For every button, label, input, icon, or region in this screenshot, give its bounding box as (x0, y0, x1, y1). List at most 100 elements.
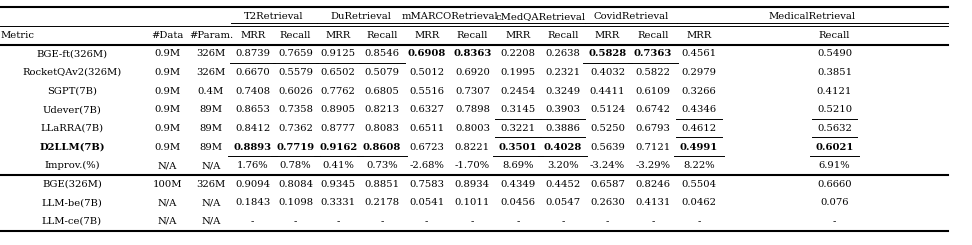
Text: 0.8934: 0.8934 (455, 180, 490, 189)
Text: -: - (651, 217, 655, 226)
Text: 0.7363: 0.7363 (634, 49, 673, 58)
Text: 0.3331: 0.3331 (321, 198, 356, 207)
Text: 0.9345: 0.9345 (321, 180, 356, 189)
Text: 0.5079: 0.5079 (364, 68, 399, 77)
Text: 0.2638: 0.2638 (545, 49, 580, 58)
Text: Recall: Recall (457, 31, 488, 40)
Text: 3.20%: 3.20% (547, 161, 578, 170)
Text: 0.3886: 0.3886 (545, 124, 580, 133)
Text: -: - (336, 217, 340, 226)
Text: 0.8084: 0.8084 (278, 180, 313, 189)
Text: 100M: 100M (153, 180, 182, 189)
Text: 0.9M: 0.9M (155, 124, 180, 133)
Text: DuRetrieval: DuRetrieval (330, 12, 391, 21)
Text: 89M: 89M (199, 143, 223, 151)
Text: 0.8893: 0.8893 (233, 143, 272, 151)
Text: 0.2208: 0.2208 (501, 49, 536, 58)
Text: 0.8546: 0.8546 (364, 49, 399, 58)
Text: 0.1098: 0.1098 (278, 198, 313, 207)
Text: Metric: Metric (0, 31, 34, 40)
Text: MRR: MRR (240, 31, 265, 40)
Text: 6.91%: 6.91% (818, 161, 850, 170)
Text: 0.5490: 0.5490 (816, 49, 852, 58)
Text: 0.4452: 0.4452 (545, 180, 580, 189)
Text: MRR: MRR (326, 31, 351, 40)
Text: -: - (425, 217, 429, 226)
Text: 0.2178: 0.2178 (364, 198, 399, 207)
Text: CovidRetrieval: CovidRetrieval (593, 12, 669, 21)
Text: 89M: 89M (199, 124, 223, 133)
Text: N/A: N/A (157, 198, 177, 207)
Text: 0.8003: 0.8003 (455, 124, 490, 133)
Text: 0.3221: 0.3221 (501, 124, 536, 133)
Text: 0.9M: 0.9M (155, 143, 180, 151)
Text: 0.8851: 0.8851 (364, 180, 399, 189)
Text: 0.4131: 0.4131 (636, 198, 671, 207)
Text: Recall: Recall (638, 31, 669, 40)
Text: MRR: MRR (595, 31, 620, 40)
Text: 0.6021: 0.6021 (816, 143, 853, 151)
Text: 0.6327: 0.6327 (409, 105, 444, 114)
Text: -: - (516, 217, 520, 226)
Text: 0.2630: 0.2630 (590, 198, 625, 207)
Text: 0.3249: 0.3249 (545, 87, 580, 96)
Text: 0.9M: 0.9M (155, 105, 180, 114)
Text: 0.6587: 0.6587 (590, 180, 625, 189)
Text: 0.6805: 0.6805 (364, 87, 399, 96)
Text: 0.41%: 0.41% (323, 161, 354, 170)
Text: 0.9094: 0.9094 (235, 180, 270, 189)
Text: 0.7659: 0.7659 (278, 49, 313, 58)
Text: 0.8739: 0.8739 (235, 49, 270, 58)
Text: 0.7898: 0.7898 (455, 105, 490, 114)
Text: 0.4121: 0.4121 (816, 87, 852, 96)
Text: 0.1995: 0.1995 (501, 68, 536, 77)
Text: 0.5012: 0.5012 (409, 68, 444, 77)
Text: 0.73%: 0.73% (366, 161, 398, 170)
Text: 0.7583: 0.7583 (409, 180, 444, 189)
Text: MedicalRetrieval: MedicalRetrieval (769, 12, 855, 21)
Text: 0.6742: 0.6742 (636, 105, 671, 114)
Text: LLM-ce(7B): LLM-ce(7B) (42, 217, 102, 226)
Text: 0.4612: 0.4612 (681, 124, 716, 133)
Text: N/A: N/A (201, 217, 221, 226)
Text: 0.6723: 0.6723 (409, 143, 444, 151)
Text: -: - (561, 217, 565, 226)
Text: 0.3501: 0.3501 (499, 143, 538, 151)
Text: -1.70%: -1.70% (455, 161, 490, 170)
Text: 0.8213: 0.8213 (364, 105, 399, 114)
Text: -3.29%: -3.29% (636, 161, 671, 170)
Text: 0.7121: 0.7121 (636, 143, 671, 151)
Text: 0.6793: 0.6793 (636, 124, 671, 133)
Text: 0.8083: 0.8083 (364, 124, 399, 133)
Text: 0.5579: 0.5579 (278, 68, 313, 77)
Text: D2LLM(7B): D2LLM(7B) (39, 143, 105, 151)
Text: 0.076: 0.076 (820, 198, 849, 207)
Text: 0.6670: 0.6670 (235, 68, 270, 77)
Text: 0.3851: 0.3851 (816, 68, 852, 77)
Text: 0.1011: 0.1011 (455, 198, 490, 207)
Text: mMARCORetrieval: mMARCORetrieval (401, 12, 499, 21)
Text: BGE(326M): BGE(326M) (42, 180, 102, 189)
Text: 0.7358: 0.7358 (278, 105, 313, 114)
Text: 0.9M: 0.9M (155, 87, 180, 96)
Text: LLM-be(7B): LLM-be(7B) (42, 198, 102, 207)
Text: 0.3266: 0.3266 (681, 87, 716, 96)
Text: Recall: Recall (547, 31, 578, 40)
Text: -: - (380, 217, 384, 226)
Text: 0.8608: 0.8608 (363, 143, 401, 151)
Text: -: - (470, 217, 474, 226)
Text: Recall: Recall (280, 31, 311, 40)
Text: 0.6026: 0.6026 (278, 87, 313, 96)
Text: 0.9M: 0.9M (155, 49, 180, 58)
Text: #Param.: #Param. (189, 31, 233, 40)
Text: 0.4561: 0.4561 (681, 49, 716, 58)
Text: 0.6908: 0.6908 (407, 49, 446, 58)
Text: 0.6109: 0.6109 (636, 87, 671, 96)
Text: 0.0456: 0.0456 (501, 198, 536, 207)
Text: MRR: MRR (505, 31, 531, 40)
Text: 0.2979: 0.2979 (681, 68, 716, 77)
Text: 0.5504: 0.5504 (681, 180, 716, 189)
Text: 326M: 326M (196, 49, 226, 58)
Text: 0.8777: 0.8777 (321, 124, 356, 133)
Text: 0.0547: 0.0547 (545, 198, 580, 207)
